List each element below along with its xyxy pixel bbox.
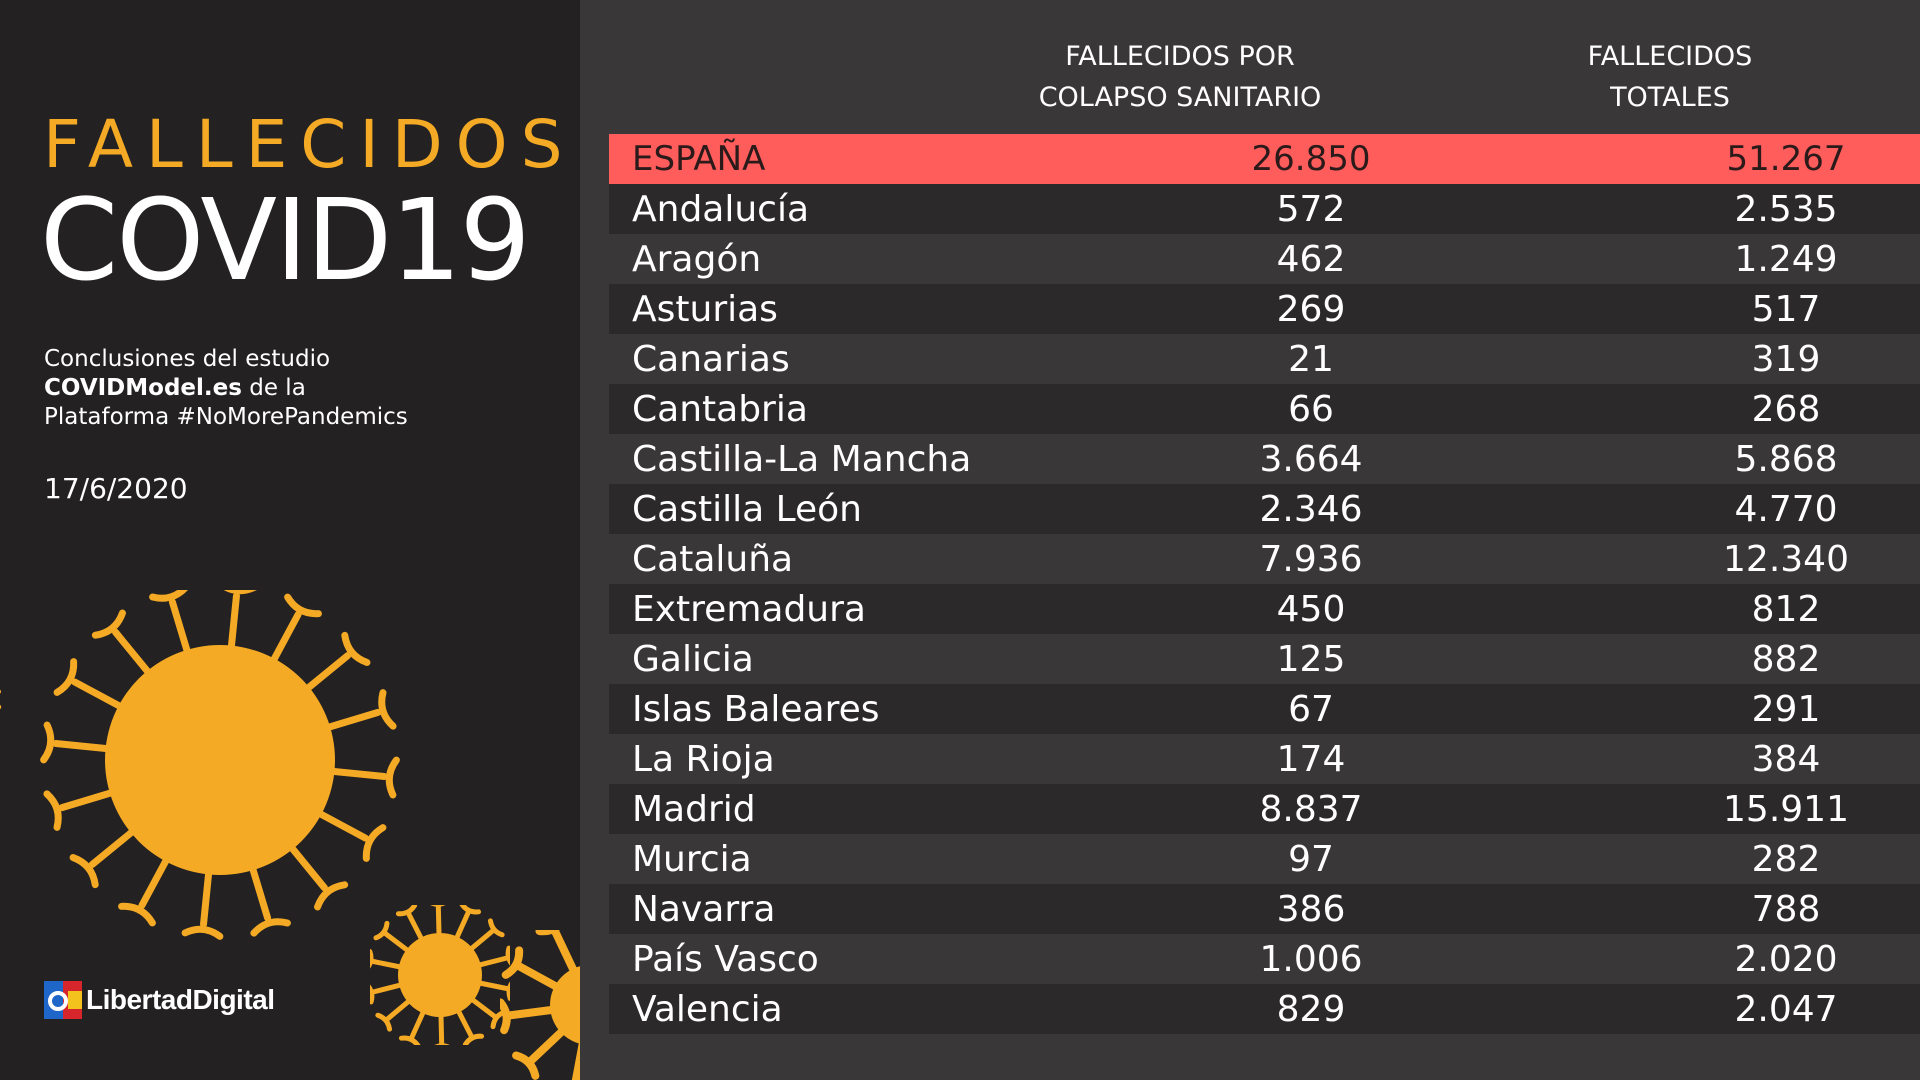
deaths-colapso-value: 26.850 — [1251, 139, 1371, 179]
deaths-total-value: 882 — [1751, 638, 1821, 680]
table-row: Madrid 8.837 15.911 — [609, 784, 1920, 834]
deaths-colapso-value: 462 — [1276, 238, 1346, 280]
subtitle-line2: COVIDModel.es de la — [44, 374, 408, 403]
region-name: ESPAÑA — [632, 139, 766, 179]
deaths-colapso-value: 7.936 — [1259, 538, 1363, 580]
region-name: Castilla León — [632, 488, 862, 530]
deaths-total-value: 268 — [1751, 388, 1821, 430]
table-row: Extremadura 450 812 — [609, 584, 1920, 634]
region-name: Cantabria — [632, 388, 808, 430]
region-name: Galicia — [632, 638, 754, 680]
region-name: País Vasco — [632, 938, 819, 980]
region-name: Aragón — [632, 238, 762, 280]
deaths-total-value: 2.535 — [1734, 188, 1838, 230]
region-name: La Rioja — [632, 738, 775, 780]
virus-small-icon — [370, 905, 510, 1045]
region-name: Andalucía — [632, 188, 810, 230]
column-header-totales-line1: FALLECIDOS — [1587, 41, 1753, 72]
region-name: Canarias — [632, 338, 790, 380]
deaths-colapso-value: 21 — [1288, 338, 1334, 380]
column-header-colapso-line2: COLAPSO SANITARIO — [1038, 82, 1322, 113]
deaths-colapso-value: 174 — [1276, 738, 1346, 780]
table-row: Castilla-La Mancha 3.664 5.868 — [609, 434, 1920, 484]
deaths-total-value: 384 — [1751, 738, 1821, 780]
region-name: Cataluña — [632, 538, 794, 580]
table-row: Galicia 125 882 — [609, 634, 1920, 684]
deaths-total-value: 812 — [1751, 588, 1821, 630]
virus-large-icon — [40, 590, 400, 940]
deaths-total-value: 5.868 — [1734, 438, 1838, 480]
deaths-colapso-value: 572 — [1276, 188, 1346, 230]
publication-date: 17/6/2020 — [44, 472, 188, 505]
region-name: Murcia — [632, 838, 752, 880]
logo-text: LibertadDigital — [86, 984, 275, 1015]
column-header-totales-line2: TOTALES — [1610, 82, 1730, 113]
table-row: Cataluña 7.936 12.340 — [609, 534, 1920, 584]
deaths-total-value: 291 — [1751, 688, 1821, 730]
deaths-total-value: 12.340 — [1723, 538, 1849, 580]
deaths-colapso-value: 829 — [1276, 988, 1346, 1030]
deaths-table: ESPAÑA 26.850 51.267 Andalucía 572 2.535 Aragó… — [609, 134, 1920, 1034]
table-row: Valencia 829 2.047 — [609, 984, 1920, 1034]
subtitle-line3: Plataforma #NoMorePandemics — [44, 404, 408, 430]
region-name: Madrid — [632, 788, 756, 830]
region-name: Navarra — [632, 888, 776, 930]
deaths-total-value: 51.267 — [1726, 139, 1846, 179]
deaths-colapso-value: 66 — [1288, 388, 1334, 430]
deaths-colapso-value: 2.346 — [1259, 488, 1363, 530]
deaths-colapso-value: 125 — [1276, 638, 1346, 680]
deaths-colapso-value: 1.006 — [1259, 938, 1363, 980]
table-row: La Rioja 174 384 — [609, 734, 1920, 784]
deaths-total-value: 1.249 — [1734, 238, 1838, 280]
subtitle-line2-rest: de la — [241, 375, 306, 401]
virus-left-partial-icon — [0, 689, 2, 710]
region-name: Asturias — [632, 288, 778, 330]
deaths-colapso-value: 8.837 — [1259, 788, 1363, 830]
table-row: Canarias 21 319 — [609, 334, 1920, 384]
deaths-total-value: 788 — [1751, 888, 1821, 930]
region-name: Islas Baleares — [632, 688, 880, 730]
region-name: Valencia — [632, 988, 783, 1030]
table-row: Cantabria 66 268 — [609, 384, 1920, 434]
data-table-panel: FALLECIDOS POR COLAPSO SANITARIO FALLECI… — [580, 0, 1920, 1080]
table-row: Andalucía 572 2.535 — [609, 184, 1920, 234]
subtitle-line1: Conclusiones del estudio — [44, 346, 331, 372]
region-name: Extremadura — [632, 588, 866, 630]
deaths-total-value: 517 — [1751, 288, 1821, 330]
virus-right-partial-icon — [500, 930, 580, 1080]
deaths-total-value: 2.047 — [1734, 988, 1838, 1030]
deaths-colapso-value: 3.664 — [1259, 438, 1363, 480]
deaths-colapso-value: 450 — [1276, 588, 1346, 630]
subtitle-source: COVIDModel.es — [44, 375, 242, 401]
deaths-colapso-value: 386 — [1276, 888, 1346, 930]
table-row-total: ESPAÑA 26.850 51.267 — [609, 134, 1920, 184]
subtitle: Conclusiones del estudio COVIDModel.es d… — [44, 345, 408, 432]
deaths-colapso-value: 97 — [1288, 838, 1334, 880]
left-panel: FALLECIDOS COVID19 Conclusiones del estu… — [0, 0, 580, 1080]
libertad-digital-logo-icon — [44, 981, 82, 1019]
deaths-total-value: 15.911 — [1723, 788, 1849, 830]
deaths-colapso-value: 269 — [1276, 288, 1346, 330]
table-row: Aragón 462 1.249 — [609, 234, 1920, 284]
table-row: Murcia 97 282 — [609, 834, 1920, 884]
region-name: Castilla-La Mancha — [632, 438, 972, 480]
table-row: Islas Baleares 67 291 — [609, 684, 1920, 734]
table-row: Navarra 386 788 — [609, 884, 1920, 934]
deaths-total-value: 282 — [1751, 838, 1821, 880]
deaths-colapso-value: 67 — [1288, 688, 1334, 730]
table-row: Castilla León 2.346 4.770 — [609, 484, 1920, 534]
libertad-digital-logo: LibertadDigital — [44, 980, 275, 1020]
deaths-total-value: 2.020 — [1734, 938, 1838, 980]
column-header-colapso-line1: FALLECIDOS POR — [1065, 41, 1295, 72]
deaths-total-value: 319 — [1751, 338, 1821, 380]
column-header-colapso: FALLECIDOS POR COLAPSO SANITARIO — [980, 36, 1380, 118]
table-row: País Vasco 1.006 2.020 — [609, 934, 1920, 984]
title-covid19: COVID19 — [40, 176, 531, 306]
deaths-total-value: 4.770 — [1734, 488, 1838, 530]
table-row: Asturias 269 517 — [609, 284, 1920, 334]
title-fallecidos: FALLECIDOS — [43, 106, 576, 183]
column-header-totales: FALLECIDOS TOTALES — [1470, 36, 1870, 118]
